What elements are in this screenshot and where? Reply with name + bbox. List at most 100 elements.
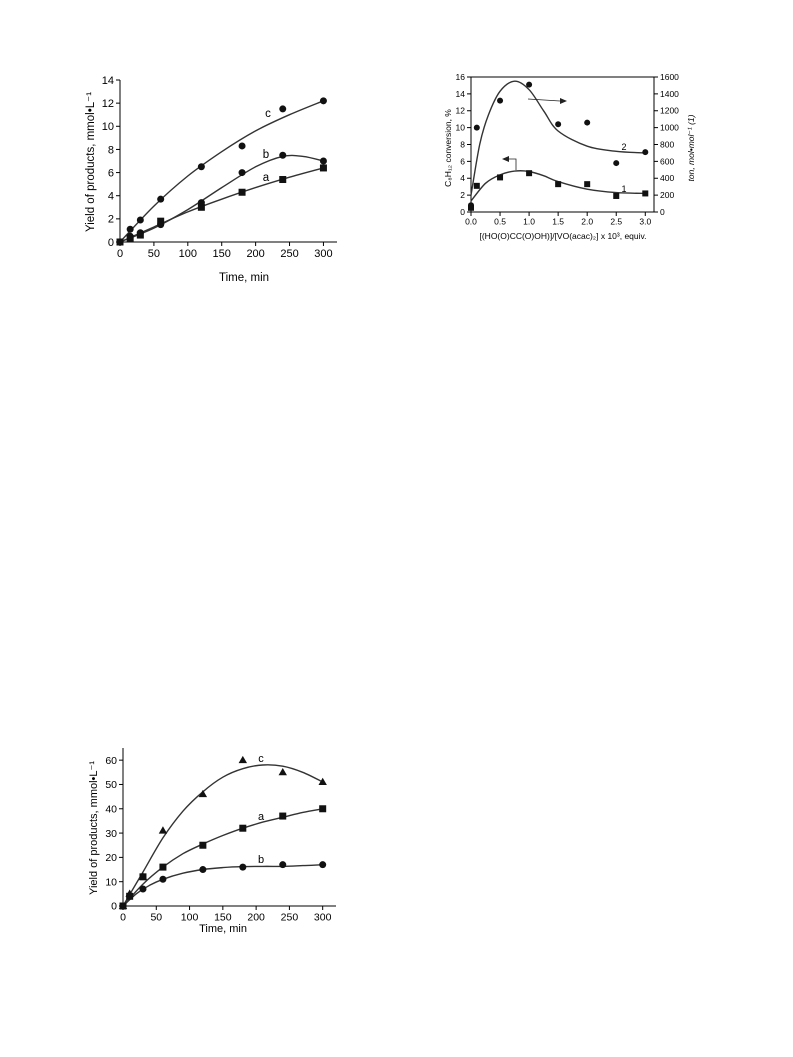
x-tick-label: 0.0 (465, 217, 477, 227)
fit-curve-a (119, 167, 324, 243)
data-point (159, 875, 167, 883)
series-label-2: 2 (621, 142, 626, 152)
y-tick-label: 4 (108, 191, 114, 203)
data-point (319, 97, 327, 105)
x-tick-label: 150 (214, 912, 232, 924)
series-label-b: b (258, 854, 264, 866)
y-tick-label: 12 (456, 106, 466, 116)
data-point (642, 190, 649, 197)
x-axis-label: [(HO(O)CC(O)OH)]/[VO(acac)₂] x 10³, equi… (479, 231, 646, 241)
series-label-a: a (258, 811, 265, 823)
y-tick-label: 2 (108, 214, 114, 226)
data-point (116, 238, 124, 246)
data-point (318, 777, 327, 785)
y-right-tick-label: 1600 (660, 72, 679, 82)
plot-area: 0.0 0.5 1.0 1.5 2.0 2.5 3.00246810121416020040… (456, 72, 680, 227)
y-axis-label: Yield of products, mmol•L⁻¹ (85, 92, 97, 232)
series-label-c: c (258, 753, 264, 765)
y-tick-label: 0 (111, 901, 117, 913)
data-point (139, 885, 147, 893)
data-point (126, 232, 134, 240)
y-tick-label: 10 (105, 876, 117, 888)
y-axis-label-right: ton, mol•mol⁻¹ (1) (686, 114, 696, 181)
series-label-1: 1 (621, 184, 626, 194)
fit-curve-c (122, 764, 324, 907)
data-point (118, 901, 128, 909)
axis-arrow (509, 158, 517, 170)
y-tick-label: 2 (460, 190, 465, 200)
data-point (613, 192, 620, 199)
x-tick-label: 2.5 (610, 217, 622, 227)
data-point (138, 872, 148, 880)
data-point (239, 824, 247, 832)
plot-area: 0 50 100 150 200 250 300 0 10 20 30 40 50 60 a b c (105, 748, 336, 924)
y-tick-label: 14 (456, 89, 466, 99)
y-tick-label: 8 (108, 144, 114, 156)
data-point (238, 755, 248, 764)
data-point (198, 789, 208, 798)
x-tick-label: 150 (213, 248, 231, 260)
data-point (199, 866, 207, 874)
data-point (473, 124, 480, 131)
data-point (136, 229, 144, 237)
data-point (319, 164, 327, 172)
y-tick-label: 10 (102, 121, 114, 133)
data-point (526, 170, 533, 177)
y-tick-label: 6 (108, 167, 114, 179)
x-tick-label: 200 (246, 248, 264, 260)
axis-arrow-head (502, 156, 509, 162)
data-point (157, 221, 165, 229)
data-point (279, 861, 287, 869)
data-point (279, 105, 287, 113)
data-point (279, 176, 287, 184)
fit-curve-b (119, 154, 324, 243)
series-label-b: b (263, 149, 269, 161)
data-point (526, 81, 533, 88)
x-tick-label: 250 (281, 912, 299, 924)
data-point (239, 863, 247, 871)
data-point (238, 142, 246, 150)
y-tick-label: 12 (102, 98, 114, 110)
y-tick-label: 40 (105, 803, 117, 815)
y-right-tick-label: 1200 (660, 106, 679, 116)
y-tick-label: 50 (105, 779, 117, 791)
x-tick-label: 0 (117, 248, 123, 260)
y-tick-label: 0 (460, 207, 465, 217)
y-tick-label: 60 (105, 755, 117, 767)
x-axis-label: Time, min (199, 923, 247, 935)
data-point (125, 889, 134, 897)
x-tick-label: 0.5 (494, 217, 506, 227)
fit-curve-2 (470, 80, 646, 196)
data-point (584, 181, 591, 188)
y-right-tick-label: 400 (660, 173, 674, 183)
data-point (279, 151, 287, 159)
axis-arrow (527, 98, 561, 102)
x-tick-label: 200 (247, 912, 265, 924)
data-point (159, 863, 167, 871)
data-point (497, 97, 504, 104)
data-point (158, 826, 168, 834)
data-point (278, 767, 287, 776)
fit-curve-a (122, 808, 323, 907)
data-point (197, 163, 205, 171)
data-point (126, 225, 134, 233)
y-axis-label-left: C₈H₁₂ conversion, % (443, 109, 453, 187)
data-point (473, 182, 480, 189)
y-right-tick-label: 200 (660, 190, 674, 200)
x-axis-label: Time, min (219, 272, 269, 284)
data-point (319, 861, 327, 869)
data-point (238, 169, 246, 177)
y-right-tick-label: 800 (660, 139, 674, 149)
data-point (497, 174, 504, 181)
y-right-tick-label: 1400 (660, 89, 679, 99)
x-tick-label: 300 (314, 912, 332, 924)
y-tick-label: 16 (456, 72, 466, 82)
data-point (555, 121, 562, 128)
data-point (319, 805, 327, 813)
x-tick-label: 0 (120, 912, 126, 924)
series-label-c: c (265, 108, 271, 120)
y-right-tick-label: 1000 (660, 123, 679, 133)
x-tick-label: 1.0 (523, 217, 535, 227)
